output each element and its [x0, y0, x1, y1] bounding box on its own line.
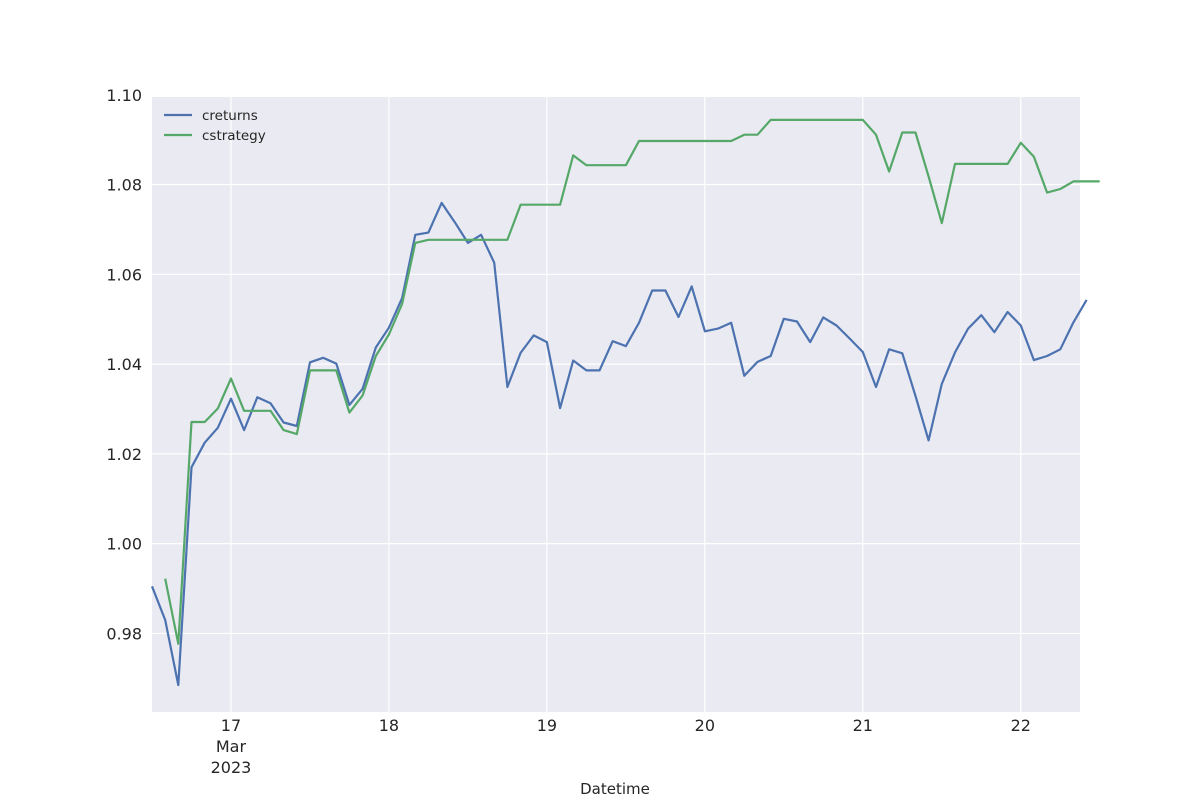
x-axis-ticks: 17 Mar 2023 18 19 20 21 22 [211, 716, 1031, 777]
y-tick-label: 1.02 [106, 445, 142, 464]
x-tick-label: 19 [537, 716, 557, 735]
series-line-cstrategy [164, 118, 1100, 645]
series-layer [150, 118, 1100, 687]
legend-label-creturns: creturns [202, 108, 258, 124]
x-tick-label: 20 [695, 716, 715, 735]
x-tick-label: 22 [1011, 716, 1031, 735]
x-tick-label: 18 [379, 716, 399, 735]
series-line-creturns [150, 201, 1088, 687]
plot-area [152, 97, 1080, 712]
gridlines [152, 94, 1080, 712]
y-axis-ticks: 0.98 1.00 1.02 1.04 1.06 1.08 1.10 [106, 86, 142, 644]
legend: creturns cstrategy [164, 108, 266, 144]
x-axis-title: Datetime [580, 780, 650, 798]
x-tick-sublabel-year: 2023 [211, 758, 252, 777]
x-tick-sublabel-month: Mar [216, 737, 247, 756]
y-tick-label: 1.04 [106, 355, 142, 374]
x-tick-label: 17 [221, 716, 241, 735]
y-tick-label: 1.06 [106, 265, 142, 284]
y-tick-label: 1.10 [106, 86, 142, 105]
y-tick-label: 0.98 [106, 624, 142, 643]
y-tick-label: 1.08 [106, 176, 142, 195]
x-tick-label: 21 [853, 716, 873, 735]
legend-label-cstrategy: cstrategy [202, 128, 266, 144]
y-tick-label: 1.00 [106, 535, 142, 554]
